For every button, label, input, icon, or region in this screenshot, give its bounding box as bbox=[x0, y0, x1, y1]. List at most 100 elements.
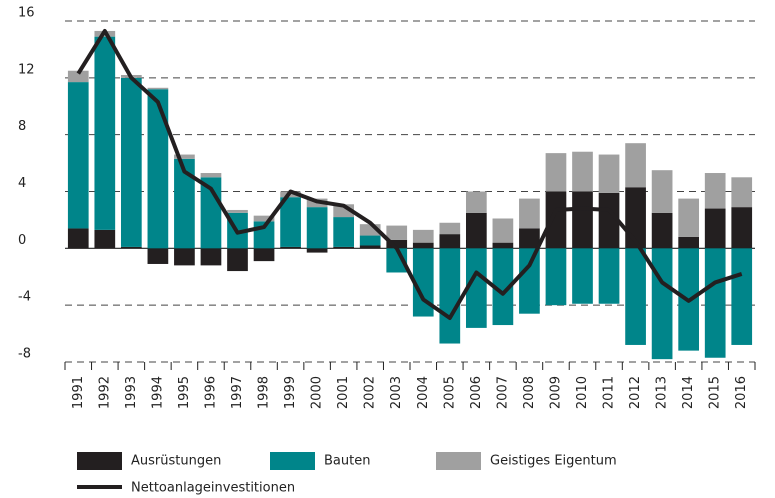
bar bbox=[253, 248, 275, 262]
bar bbox=[598, 192, 620, 249]
bar bbox=[280, 246, 301, 249]
x-tick-label: 1997 bbox=[230, 376, 245, 409]
x-tick-label: 2011 bbox=[602, 376, 617, 409]
bar bbox=[651, 248, 673, 360]
bar bbox=[465, 248, 487, 328]
bar bbox=[439, 234, 461, 249]
x-tick-label: 2005 bbox=[442, 376, 457, 409]
legend-swatch bbox=[270, 452, 315, 470]
legend-label: Geistiges Eigentum bbox=[490, 454, 617, 469]
bar bbox=[333, 217, 355, 247]
x-tick-label: 2003 bbox=[389, 376, 404, 409]
bar bbox=[465, 212, 487, 249]
bar bbox=[492, 248, 514, 326]
bar bbox=[306, 207, 328, 249]
bar bbox=[280, 197, 301, 247]
legend-label: Bauten bbox=[324, 454, 370, 469]
x-tick-label: 1998 bbox=[257, 376, 272, 409]
y-tick-label: 0 bbox=[18, 233, 26, 248]
bar bbox=[147, 87, 169, 90]
legend-swatch bbox=[436, 452, 481, 470]
bar bbox=[200, 173, 222, 178]
x-tick-label: 1991 bbox=[71, 376, 86, 409]
x-tick-label: 2006 bbox=[469, 376, 484, 409]
bar bbox=[147, 248, 169, 264]
bar bbox=[120, 77, 142, 247]
bar bbox=[174, 158, 195, 249]
bar bbox=[227, 209, 248, 213]
x-tick-label: 1999 bbox=[283, 376, 298, 409]
y-tick-label: -4 bbox=[18, 290, 31, 305]
bar bbox=[120, 246, 142, 249]
y-tick-label: 8 bbox=[18, 119, 26, 134]
bar bbox=[253, 215, 275, 222]
x-tick-label: 1995 bbox=[177, 376, 192, 409]
legend-label: Nettoanlageinvestitionen bbox=[131, 481, 295, 496]
bar bbox=[625, 248, 646, 345]
y-tick-label: 4 bbox=[18, 176, 26, 191]
legend-label: Ausrüstungen bbox=[131, 454, 221, 469]
bar bbox=[359, 224, 381, 236]
bar bbox=[147, 89, 169, 249]
bar bbox=[412, 229, 434, 243]
bar bbox=[545, 153, 567, 192]
bar bbox=[519, 228, 540, 249]
bar bbox=[412, 248, 434, 317]
x-tick-label: 2010 bbox=[575, 376, 590, 409]
bar bbox=[731, 177, 753, 208]
bar bbox=[545, 191, 567, 249]
x-tick-label: 2000 bbox=[310, 376, 325, 409]
y-tick-label: 12 bbox=[18, 62, 35, 77]
bar bbox=[625, 143, 646, 188]
x-tick-label: 2012 bbox=[628, 376, 643, 409]
bar bbox=[651, 212, 673, 249]
bar bbox=[572, 191, 593, 249]
bar bbox=[439, 222, 461, 235]
x-tick-label: 2007 bbox=[495, 376, 510, 409]
bar bbox=[174, 154, 195, 159]
bar bbox=[67, 70, 89, 83]
bar bbox=[704, 208, 726, 249]
bar bbox=[704, 173, 726, 209]
bar bbox=[333, 246, 355, 249]
bar bbox=[386, 239, 408, 249]
bar bbox=[678, 198, 700, 237]
bar bbox=[359, 245, 381, 249]
bar bbox=[572, 151, 593, 192]
bar bbox=[545, 248, 567, 306]
bar bbox=[678, 236, 700, 249]
bar bbox=[67, 228, 89, 249]
y-tick-label: 16 bbox=[18, 6, 35, 21]
x-tick-label: 1994 bbox=[150, 376, 165, 409]
legend-swatch bbox=[77, 452, 122, 470]
x-tick-label: 2009 bbox=[548, 376, 563, 409]
x-tick-label: 2016 bbox=[734, 376, 749, 409]
bar bbox=[492, 242, 514, 249]
bar bbox=[572, 248, 593, 304]
y-tick-label: -8 bbox=[18, 347, 31, 362]
bar bbox=[465, 191, 487, 213]
x-tick-label: 2001 bbox=[336, 376, 351, 409]
bar bbox=[704, 248, 726, 358]
bar bbox=[519, 198, 540, 229]
bar bbox=[386, 225, 408, 240]
bar bbox=[200, 248, 222, 266]
bar bbox=[651, 170, 673, 213]
bar bbox=[598, 154, 620, 193]
x-tick-label: 2002 bbox=[363, 376, 378, 409]
bar bbox=[412, 242, 434, 249]
bar bbox=[174, 248, 195, 266]
bar bbox=[731, 207, 753, 249]
x-tick-label: 1992 bbox=[97, 376, 112, 409]
bar bbox=[492, 218, 514, 243]
bar bbox=[94, 229, 116, 249]
x-tick-label: 2008 bbox=[522, 376, 537, 409]
x-tick-label: 1993 bbox=[124, 376, 139, 409]
x-tick-label: 2004 bbox=[416, 376, 431, 409]
x-tick-label: 2014 bbox=[681, 376, 696, 409]
x-tick-label: 2015 bbox=[708, 376, 723, 409]
bar bbox=[439, 248, 461, 344]
bar bbox=[94, 36, 116, 230]
bar bbox=[598, 248, 620, 304]
